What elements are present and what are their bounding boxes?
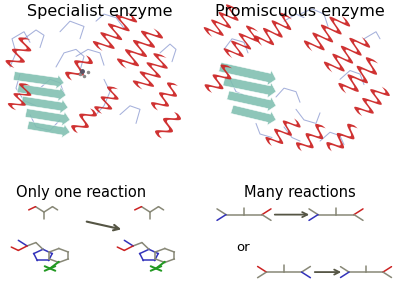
Polygon shape <box>304 16 350 51</box>
Polygon shape <box>231 105 276 125</box>
Polygon shape <box>13 72 64 89</box>
Polygon shape <box>21 96 68 114</box>
Text: Only one reaction: Only one reaction <box>16 185 146 200</box>
Polygon shape <box>25 109 70 126</box>
Polygon shape <box>93 12 137 51</box>
Polygon shape <box>6 37 31 68</box>
Polygon shape <box>219 63 276 85</box>
Text: Specialist enzyme: Specialist enzyme <box>27 4 173 19</box>
Polygon shape <box>65 55 93 81</box>
Polygon shape <box>94 86 118 114</box>
Polygon shape <box>326 124 358 151</box>
Polygon shape <box>8 83 31 110</box>
Polygon shape <box>117 28 163 69</box>
Polygon shape <box>227 91 276 112</box>
Text: Promiscuous enzyme: Promiscuous enzyme <box>215 4 385 19</box>
Polygon shape <box>224 26 258 58</box>
Polygon shape <box>155 112 181 139</box>
Polygon shape <box>17 84 66 101</box>
Polygon shape <box>204 64 232 93</box>
Polygon shape <box>338 57 378 94</box>
Polygon shape <box>324 37 370 72</box>
Polygon shape <box>133 53 168 90</box>
Polygon shape <box>266 118 300 146</box>
Polygon shape <box>204 5 238 37</box>
Text: Many reactions: Many reactions <box>244 185 356 200</box>
Polygon shape <box>223 77 276 98</box>
Polygon shape <box>296 124 326 151</box>
Polygon shape <box>254 13 292 46</box>
Polygon shape <box>71 108 97 133</box>
Polygon shape <box>151 82 178 111</box>
Polygon shape <box>27 121 70 138</box>
Polygon shape <box>354 87 390 116</box>
Text: or: or <box>236 241 250 254</box>
